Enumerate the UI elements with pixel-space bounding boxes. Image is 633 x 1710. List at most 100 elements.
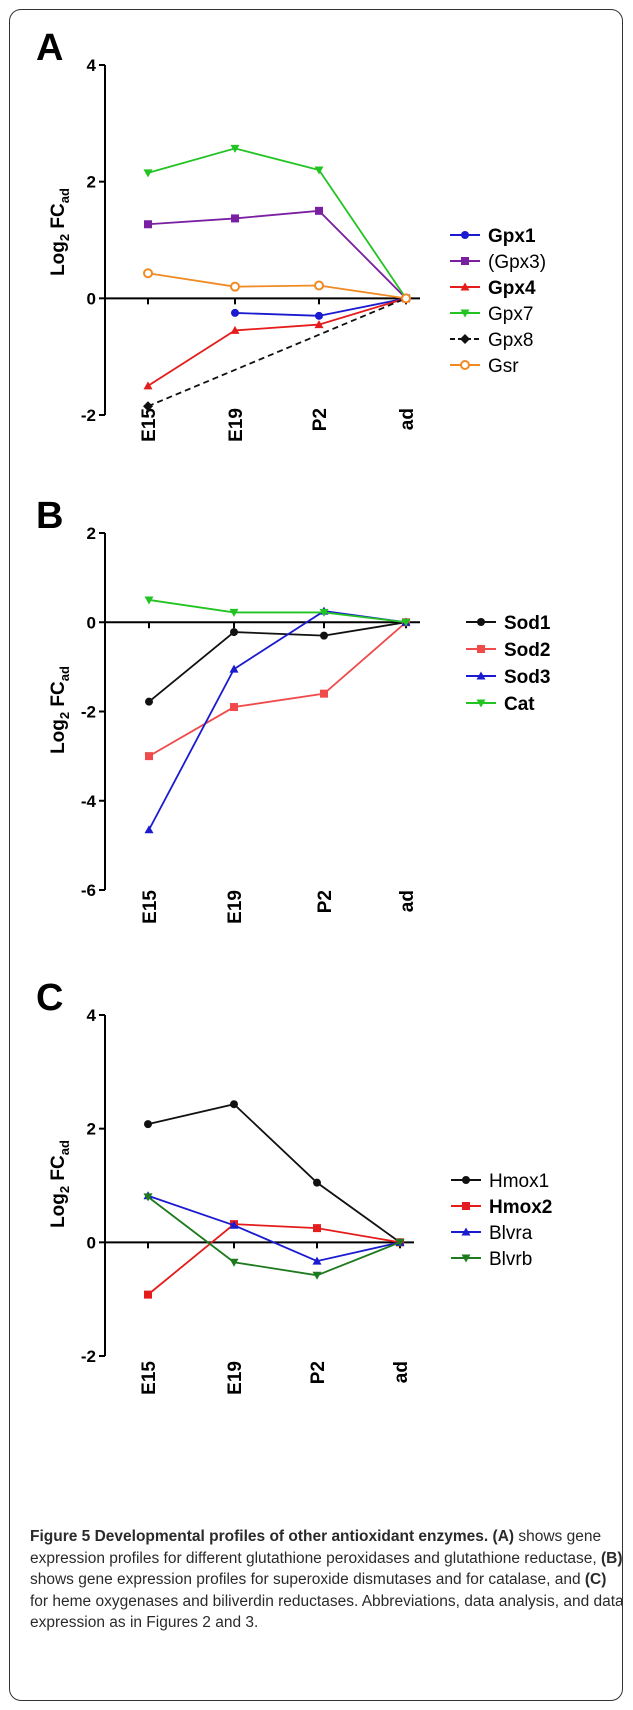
data-point bbox=[229, 608, 239, 617]
category-label: E15 bbox=[140, 890, 161, 924]
data-point bbox=[313, 1178, 321, 1187]
data-point bbox=[314, 280, 324, 291]
y-tick-label: -2 bbox=[81, 703, 96, 722]
figure-frame: A 4 2 0 -2 Log2 FCad E15 E19 P2 ad Gpx1 (Gpx3) Gpx4 G… bbox=[9, 9, 623, 1701]
data-point bbox=[319, 608, 329, 617]
figure-charts: A 4 2 0 -2 Log2 FCad E15 E19 P2 ad Gpx1 (Gpx3) Gpx4 G… bbox=[36, 27, 552, 1395]
series-gpx1 bbox=[231, 294, 410, 320]
series-sod2 bbox=[145, 618, 410, 761]
y-tick-label: 4 bbox=[87, 56, 97, 75]
data-point bbox=[143, 1193, 153, 1202]
series-line bbox=[148, 610, 407, 831]
category-label: E15 bbox=[139, 408, 160, 442]
legend-label: Sod3 bbox=[504, 667, 550, 688]
figure-caption: Figure 5 Developmental profiles of other… bbox=[30, 1526, 623, 1634]
data-point bbox=[229, 1220, 239, 1229]
y-tick-label: 2 bbox=[87, 524, 96, 543]
y-tick-label: 4 bbox=[87, 1006, 97, 1025]
category-label: ad bbox=[397, 890, 418, 912]
data-point bbox=[230, 703, 238, 712]
legend-label: Sod1 bbox=[504, 613, 551, 634]
legend-label: Sod2 bbox=[504, 640, 550, 661]
legend-marker bbox=[462, 1176, 470, 1184]
category-label: E15 bbox=[139, 1361, 160, 1395]
panel-letter: B bbox=[36, 495, 63, 537]
data-point bbox=[395, 1238, 405, 1247]
legend-item: Gpx7 bbox=[450, 304, 533, 325]
legend-marker bbox=[460, 334, 470, 344]
series-line bbox=[148, 621, 407, 757]
category-label: P2 bbox=[308, 1361, 329, 1384]
data-point bbox=[313, 1224, 321, 1233]
y-tick-label: 2 bbox=[87, 1120, 96, 1139]
y-tick-label: 0 bbox=[87, 1233, 96, 1252]
data-point bbox=[143, 268, 153, 279]
legend-marker bbox=[477, 645, 485, 653]
legend-label: Cat bbox=[504, 694, 535, 715]
data-point bbox=[401, 293, 411, 304]
series-cat bbox=[144, 596, 411, 627]
legend-item: Sod3 bbox=[466, 667, 550, 688]
series-hmox2 bbox=[144, 1220, 404, 1299]
data-point bbox=[144, 1290, 152, 1299]
series-line bbox=[147, 209, 407, 299]
series-sod3 bbox=[144, 606, 411, 834]
data-point bbox=[143, 381, 153, 390]
legend-label: Gpx1 bbox=[488, 226, 536, 247]
caption-text-a: shows gene expression profiles for diffe… bbox=[30, 1528, 602, 1567]
y-tick-label: 0 bbox=[87, 613, 96, 632]
series-line bbox=[148, 599, 407, 624]
y-tick-label: -2 bbox=[81, 406, 96, 425]
series-line bbox=[147, 272, 407, 300]
category-label: E19 bbox=[225, 1361, 246, 1395]
panel-c: C 4 2 0 -2 Log2 FCad E15 E19 P2 ad Hmox1 Hmox2 Blvra… bbox=[36, 977, 552, 1395]
caption-tag-b: (B) bbox=[601, 1549, 623, 1567]
data-point bbox=[320, 631, 328, 640]
legend-item: Blvra bbox=[451, 1223, 533, 1244]
data-point bbox=[229, 1258, 239, 1267]
panel-a: A 4 2 0 -2 Log2 FCad E15 E19 P2 ad Gpx1 (Gpx3) Gpx4 G… bbox=[36, 27, 546, 442]
legend-item: Sod1 bbox=[466, 613, 551, 634]
data-point bbox=[314, 320, 324, 329]
data-point bbox=[144, 825, 154, 834]
category-label: ad bbox=[391, 1361, 412, 1383]
series-gpx4 bbox=[143, 293, 411, 390]
category-label: E19 bbox=[225, 890, 246, 924]
legend-label: Hmox2 bbox=[489, 1197, 552, 1218]
legend-marker bbox=[476, 699, 486, 708]
series-blvrb bbox=[143, 1193, 405, 1280]
y-tick-label: -6 bbox=[81, 881, 96, 900]
legend-marker bbox=[460, 309, 470, 318]
data-point bbox=[230, 325, 240, 334]
legend-marker bbox=[461, 231, 469, 239]
legend-marker bbox=[477, 618, 485, 626]
data-point bbox=[144, 596, 154, 605]
y-tick-label: -2 bbox=[81, 1347, 96, 1366]
panel-letter: A bbox=[36, 27, 63, 69]
data-point bbox=[144, 220, 152, 229]
data-point bbox=[229, 664, 239, 673]
legend-item: Hmox1 bbox=[451, 1171, 549, 1192]
data-point bbox=[143, 169, 153, 178]
data-point bbox=[143, 401, 153, 412]
caption-title: Figure 5 Developmental profiles of other… bbox=[30, 1528, 489, 1545]
legend-item: Gpx8 bbox=[450, 330, 533, 351]
series-line bbox=[148, 621, 407, 703]
data-point bbox=[315, 206, 323, 215]
series-line bbox=[147, 297, 407, 408]
data-point bbox=[145, 752, 153, 761]
legend-item: Gpx1 bbox=[450, 226, 536, 247]
data-point bbox=[320, 689, 328, 698]
legend-marker bbox=[460, 360, 470, 370]
series-line bbox=[147, 147, 407, 299]
legend-marker bbox=[476, 671, 486, 680]
caption-text-b: shows gene expression profiles for super… bbox=[30, 1571, 585, 1588]
data-point bbox=[230, 281, 240, 292]
panel-letter: C bbox=[36, 977, 63, 1019]
legend-item: Gpx4 bbox=[450, 278, 536, 299]
legend-item: Blvrb bbox=[451, 1249, 532, 1270]
legend-item: Gsr bbox=[450, 356, 519, 377]
series-line bbox=[147, 297, 407, 387]
legend-label: Gpx8 bbox=[488, 330, 533, 351]
legend-label: Hmox1 bbox=[489, 1171, 549, 1192]
